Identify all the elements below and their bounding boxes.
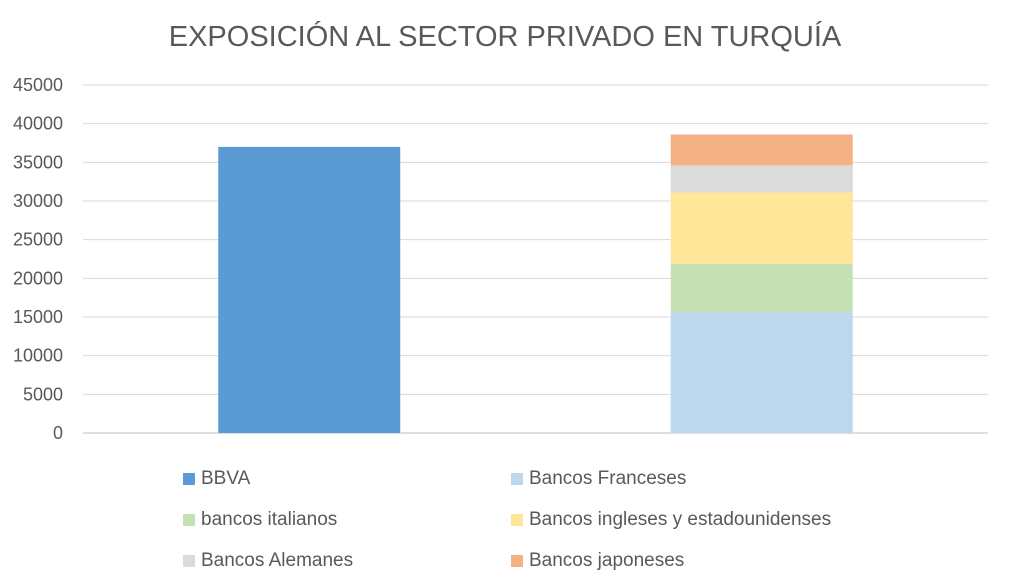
bars [218, 134, 853, 433]
y-tick-label: 40000 [13, 114, 63, 134]
y-tick-label: 15000 [13, 307, 63, 327]
y-tick-label: 10000 [13, 346, 63, 366]
y-tick-label: 25000 [13, 230, 63, 250]
bar-segment-bbva [218, 146, 401, 433]
y-tick-label: 45000 [13, 75, 63, 95]
chart-title: EXPOSICIÓN AL SECTOR PRIVADO EN TURQUÍA [169, 20, 842, 53]
bar-segment-bancos-italianos [670, 263, 853, 313]
y-axis-tick-labels: 0 5000 10000 15000 20000 25000 30000 35000 40000… [13, 75, 63, 443]
y-tick-label: 20000 [13, 268, 63, 288]
bar-segment-bancos-alemanes [670, 165, 853, 193]
y-tick-label: 0 [53, 423, 63, 443]
y-tick-label: 35000 [13, 152, 63, 172]
y-tick-label: 30000 [13, 191, 63, 211]
bar-segment-bancos-franceses [670, 312, 853, 433]
y-tick-label: 5000 [23, 384, 63, 404]
bar-segment-bancos-ingleses-y-estadounidenses [670, 192, 853, 264]
bar-segment-bancos-japoneses [670, 134, 853, 166]
